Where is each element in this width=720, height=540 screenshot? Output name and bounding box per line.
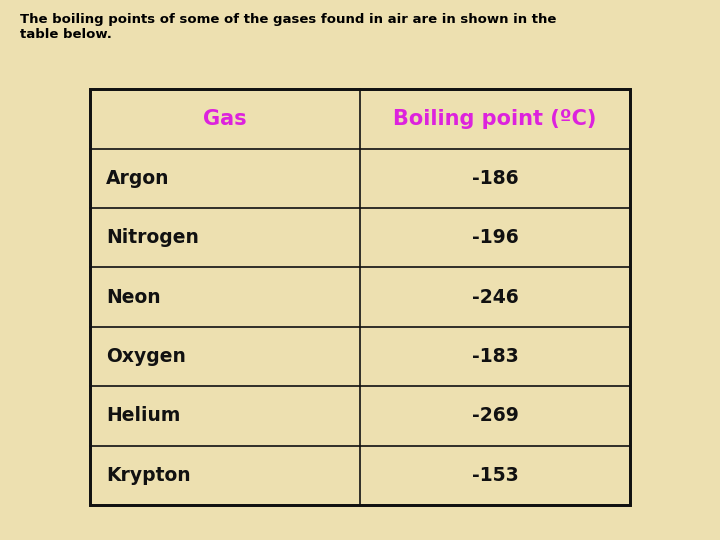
Text: -196: -196 [472,228,518,247]
Text: -269: -269 [472,406,518,426]
Text: The boiling points of some of the gases found in air are in shown in the
table b: The boiling points of some of the gases … [20,14,557,42]
Text: Neon: Neon [106,287,161,307]
Text: -153: -153 [472,465,518,485]
Text: -183: -183 [472,347,518,366]
Text: -246: -246 [472,287,518,307]
Text: Helium: Helium [106,406,180,426]
Text: Boiling point (ºC): Boiling point (ºC) [393,109,597,129]
Text: Oxygen: Oxygen [106,347,186,366]
Text: Gas: Gas [203,109,247,129]
Text: -186: -186 [472,168,518,188]
Text: Argon: Argon [106,168,169,188]
Text: Nitrogen: Nitrogen [106,228,199,247]
Text: Krypton: Krypton [106,465,191,485]
